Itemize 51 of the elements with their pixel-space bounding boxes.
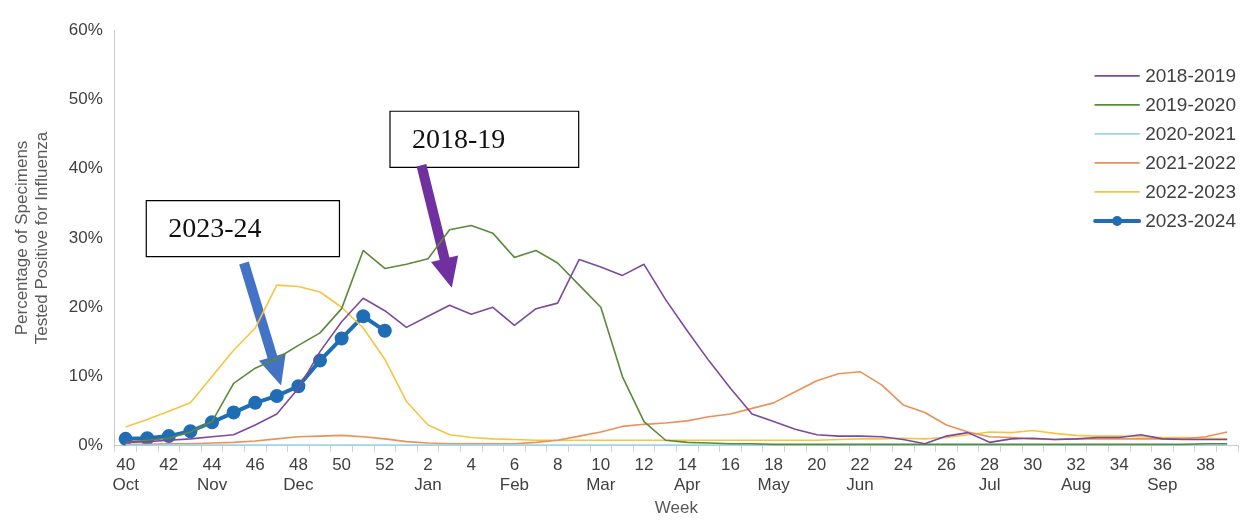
y-tick-label: 50%	[68, 89, 103, 109]
x-axis-title: Week	[654, 498, 699, 518]
point	[334, 331, 349, 346]
x-tick-label: 22 Jun	[846, 454, 874, 495]
y-tick-label: 30%	[68, 227, 103, 247]
annotation: 2023-24	[168, 212, 262, 244]
y-tick-label: 40%	[68, 158, 103, 178]
x-tick-label: 50	[332, 454, 352, 474]
x-tick-label: 38	[1196, 454, 1216, 474]
point	[356, 309, 371, 324]
legend-label: 2023-2024	[1145, 210, 1237, 232]
x-tick-label: 52	[375, 454, 395, 474]
x-tick-label: 12	[634, 454, 654, 474]
annotation: 2018-19	[412, 122, 506, 154]
legend-label: 2018-2019	[1145, 65, 1237, 87]
y-axis-title: Percentage of Specimens Tested Positive for Influenza	[11, 131, 52, 345]
legend-label: 2020-2021	[1145, 123, 1237, 145]
point	[313, 353, 328, 368]
x-tick-label: 30	[1023, 454, 1043, 474]
legend-label: 2021-2022	[1145, 152, 1237, 174]
x-tick-label: 26	[936, 454, 956, 474]
x-tick-label: 10 Mar	[586, 454, 616, 495]
x-tick-label: 16	[720, 454, 740, 474]
x-tick-label: 42	[159, 454, 179, 474]
point	[226, 405, 241, 420]
point	[248, 395, 263, 410]
y-tick-label: 0%	[78, 435, 103, 455]
x-tick-label: 20	[807, 454, 827, 474]
legend-label: 2019-2020	[1145, 94, 1237, 116]
point	[118, 431, 133, 446]
x-tick-label: 18 May	[757, 454, 791, 495]
x-tick-label: 34	[1109, 454, 1129, 474]
x-tick-label: 4	[466, 454, 476, 474]
y-tick-label: 10%	[68, 366, 103, 386]
x-tick-label: 36 Sep	[1147, 454, 1178, 495]
x-tick-label: 24	[893, 454, 913, 474]
x-tick-label: 28 Jul	[978, 454, 1001, 495]
x-tick-label: 46	[245, 454, 265, 474]
y-tick-label: 20%	[68, 296, 103, 316]
point	[377, 323, 392, 338]
x-tick-label: 14 Apr	[673, 454, 701, 495]
x-tick-label: 40 Oct	[112, 454, 140, 495]
x-tick-label: 44 Nov	[196, 454, 228, 495]
x-tick-label: 32 Aug	[1060, 454, 1092, 495]
point	[269, 388, 284, 403]
x-tick-label: 8	[552, 454, 563, 474]
x-tick-label: 48 Dec	[283, 454, 315, 495]
x-tick-label: 2 Jan	[414, 454, 442, 495]
y-tick-label: 60%	[68, 19, 103, 39]
x-tick-label: 6 Feb	[499, 454, 530, 495]
legend-label: 2022-2023	[1145, 181, 1237, 203]
